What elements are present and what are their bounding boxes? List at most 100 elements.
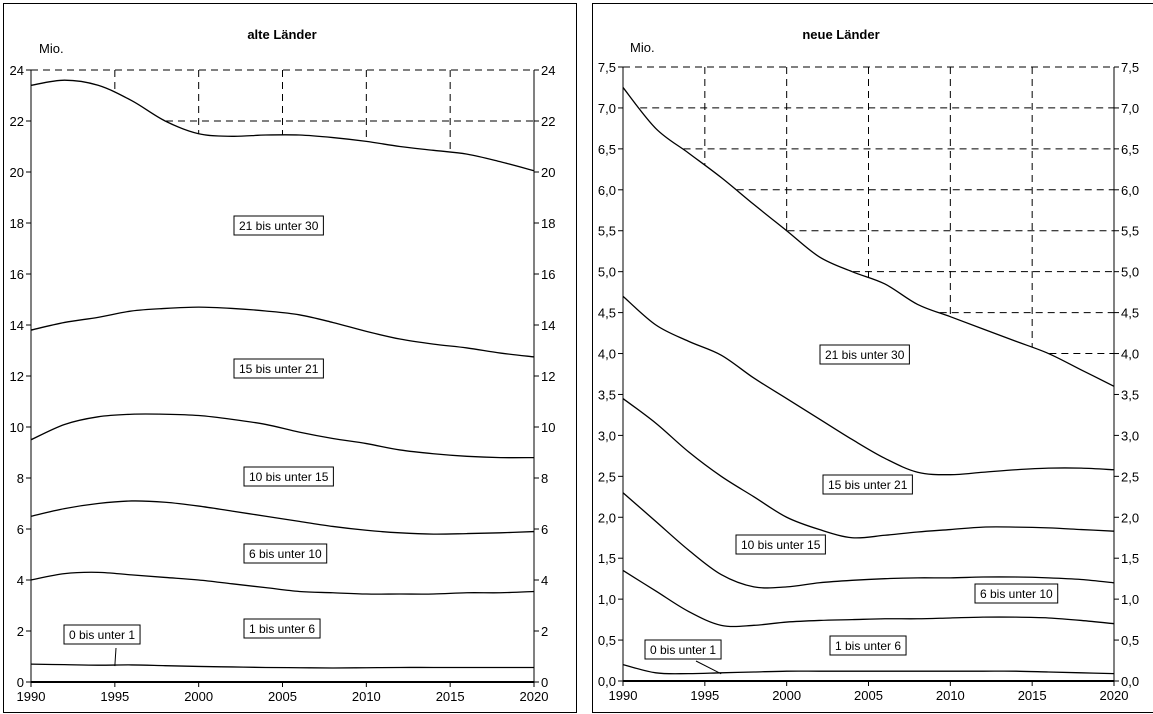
- chart-panel-neue-laender: neue Länder Mio. 0,0 0,0 0,5 0,5 1,0 1,0 1,5 1,5 2…: [592, 3, 1153, 713]
- y-tick-label-right: 14: [541, 318, 555, 333]
- y-tick-label-left: 3,0: [598, 428, 616, 443]
- y-axis-unit-label: Mio.: [39, 41, 64, 56]
- callout-line: [695, 660, 722, 675]
- x-tick-label: 1995: [690, 688, 719, 703]
- series-label: 0 bis unter 1: [644, 639, 722, 660]
- series-label-text: 1 bis unter 6: [249, 622, 315, 636]
- series-label-box: [829, 635, 907, 656]
- y-tick-label-left: 5,0: [598, 265, 616, 280]
- series-line: [622, 569, 1115, 628]
- y-tick-label-left: 20: [10, 165, 24, 180]
- series-label: 21 bis unter 30: [819, 344, 910, 365]
- series-label-box: [822, 474, 913, 495]
- y-tick-label-right: 4: [541, 573, 548, 588]
- chart-title: alte Länder: [247, 27, 316, 42]
- y-tick-label-right: 2,5: [1121, 469, 1139, 484]
- series-label-text: 15 bis unter 21: [828, 478, 908, 492]
- y-tick-label-left: 10: [10, 420, 24, 435]
- series-label-box: [63, 624, 141, 645]
- y-tick-label-right: 0,5: [1121, 633, 1139, 648]
- y-tick-label-left: 3,5: [598, 387, 616, 402]
- y-tick-label-right: 18: [541, 216, 555, 231]
- y-tick-label-right: 2,0: [1121, 510, 1139, 525]
- series-line: [622, 492, 1115, 589]
- y-tick-label-right: 6,0: [1121, 183, 1139, 198]
- series-line: [622, 295, 1115, 476]
- y-tick-label-right: 22: [541, 114, 555, 129]
- y-tick-label-left: 18: [10, 216, 24, 231]
- x-tick-label: 2000: [772, 688, 801, 703]
- y-tick-label-right: 7,5: [1121, 60, 1139, 75]
- series-line: [30, 306, 535, 358]
- series-line: [30, 500, 535, 535]
- y-tick-label-right: 4,5: [1121, 306, 1139, 321]
- y-tick-label-left: 24: [10, 63, 24, 78]
- y-tick-label-right: 7,0: [1121, 101, 1139, 116]
- x-tick-label: 2020: [520, 689, 549, 704]
- y-tick-label-left: 16: [10, 267, 24, 282]
- series-label: 1 bis unter 6: [829, 635, 907, 656]
- y-tick-label-right: 20: [541, 165, 555, 180]
- series-label-text: 0 bis unter 1: [69, 628, 135, 642]
- series-label-box: [243, 618, 321, 639]
- y-tick-label-left: 7,0: [598, 101, 616, 116]
- y-tick-label-right: 6,5: [1121, 142, 1139, 157]
- x-tick-label: 2010: [936, 688, 965, 703]
- y-tick-label-left: 0,5: [598, 633, 616, 648]
- y-tick-label-right: 1,5: [1121, 551, 1139, 566]
- series-label-text: 0 bis unter 1: [650, 643, 716, 657]
- series-label: 21 bis unter 30: [233, 215, 324, 236]
- y-tick-label-left: 2,5: [598, 469, 616, 484]
- y-tick-label-right: 8: [541, 471, 548, 486]
- x-tick-label: 2005: [854, 688, 883, 703]
- x-tick-label: 2010: [352, 689, 381, 704]
- series-label: 15 bis unter 21: [822, 474, 913, 495]
- x-tick-label: 1990: [17, 689, 46, 704]
- y-tick-label-left: 1,0: [598, 592, 616, 607]
- series-label-box: [735, 534, 826, 555]
- y-tick-label-left: 4,0: [598, 347, 616, 362]
- series-label-text: 6 bis unter 10: [249, 547, 322, 561]
- y-tick-label-right: 0,0: [1121, 674, 1139, 689]
- series-label-box: [644, 639, 722, 660]
- series-line: [30, 413, 535, 459]
- y-tick-label-right: 3,5: [1121, 387, 1139, 402]
- y-tick-label-left: 6,0: [598, 183, 616, 198]
- x-tick-label: 2005: [268, 689, 297, 704]
- x-tick-label: 2020: [1100, 688, 1129, 703]
- x-tick-label: 1990: [609, 688, 638, 703]
- y-tick-label-right: 10: [541, 420, 555, 435]
- series-label: 1 bis unter 6: [243, 618, 321, 639]
- series-label-text: 10 bis unter 15: [741, 538, 821, 552]
- x-tick-label: 2015: [436, 689, 465, 704]
- y-tick-label-left: 8: [17, 471, 24, 486]
- series-label-box: [819, 344, 910, 365]
- y-tick-label-right: 5,0: [1121, 265, 1139, 280]
- series-label: 10 bis unter 15: [735, 534, 826, 555]
- series-label-box: [243, 466, 334, 487]
- y-tick-label-left: 2,0: [598, 510, 616, 525]
- y-tick-label-left: 12: [10, 369, 24, 384]
- x-tick-label: 2015: [1018, 688, 1047, 703]
- y-tick-label-left: 4: [17, 573, 24, 588]
- series-label-box: [974, 583, 1059, 604]
- y-tick-label-left: 0,0: [598, 674, 616, 689]
- y-tick-label-right: 0: [541, 675, 548, 690]
- y-tick-label-right: 4,0: [1121, 347, 1139, 362]
- x-tick-label: 1995: [100, 689, 129, 704]
- series-label-box: [243, 543, 328, 564]
- x-tick-label: 2000: [184, 689, 213, 704]
- y-tick-label-right: 2: [541, 624, 548, 639]
- series-label: 10 bis unter 15: [243, 466, 334, 487]
- series-label: 15 bis unter 21: [233, 358, 324, 379]
- series-line: [30, 571, 535, 595]
- y-tick-label-right: 6: [541, 522, 548, 537]
- chart-neue-laender: neue Länder Mio. 0,0 0,0 0,5 0,5 1,0 1,0 1,5 1,5 2…: [598, 27, 1139, 703]
- series-line: [30, 79, 535, 172]
- y-tick-label-left: 6,5: [598, 142, 616, 157]
- series-line: [622, 398, 1115, 539]
- series-label-box: [233, 358, 324, 379]
- series-line: [30, 663, 534, 669]
- series-label-text: 21 bis unter 30: [825, 348, 905, 362]
